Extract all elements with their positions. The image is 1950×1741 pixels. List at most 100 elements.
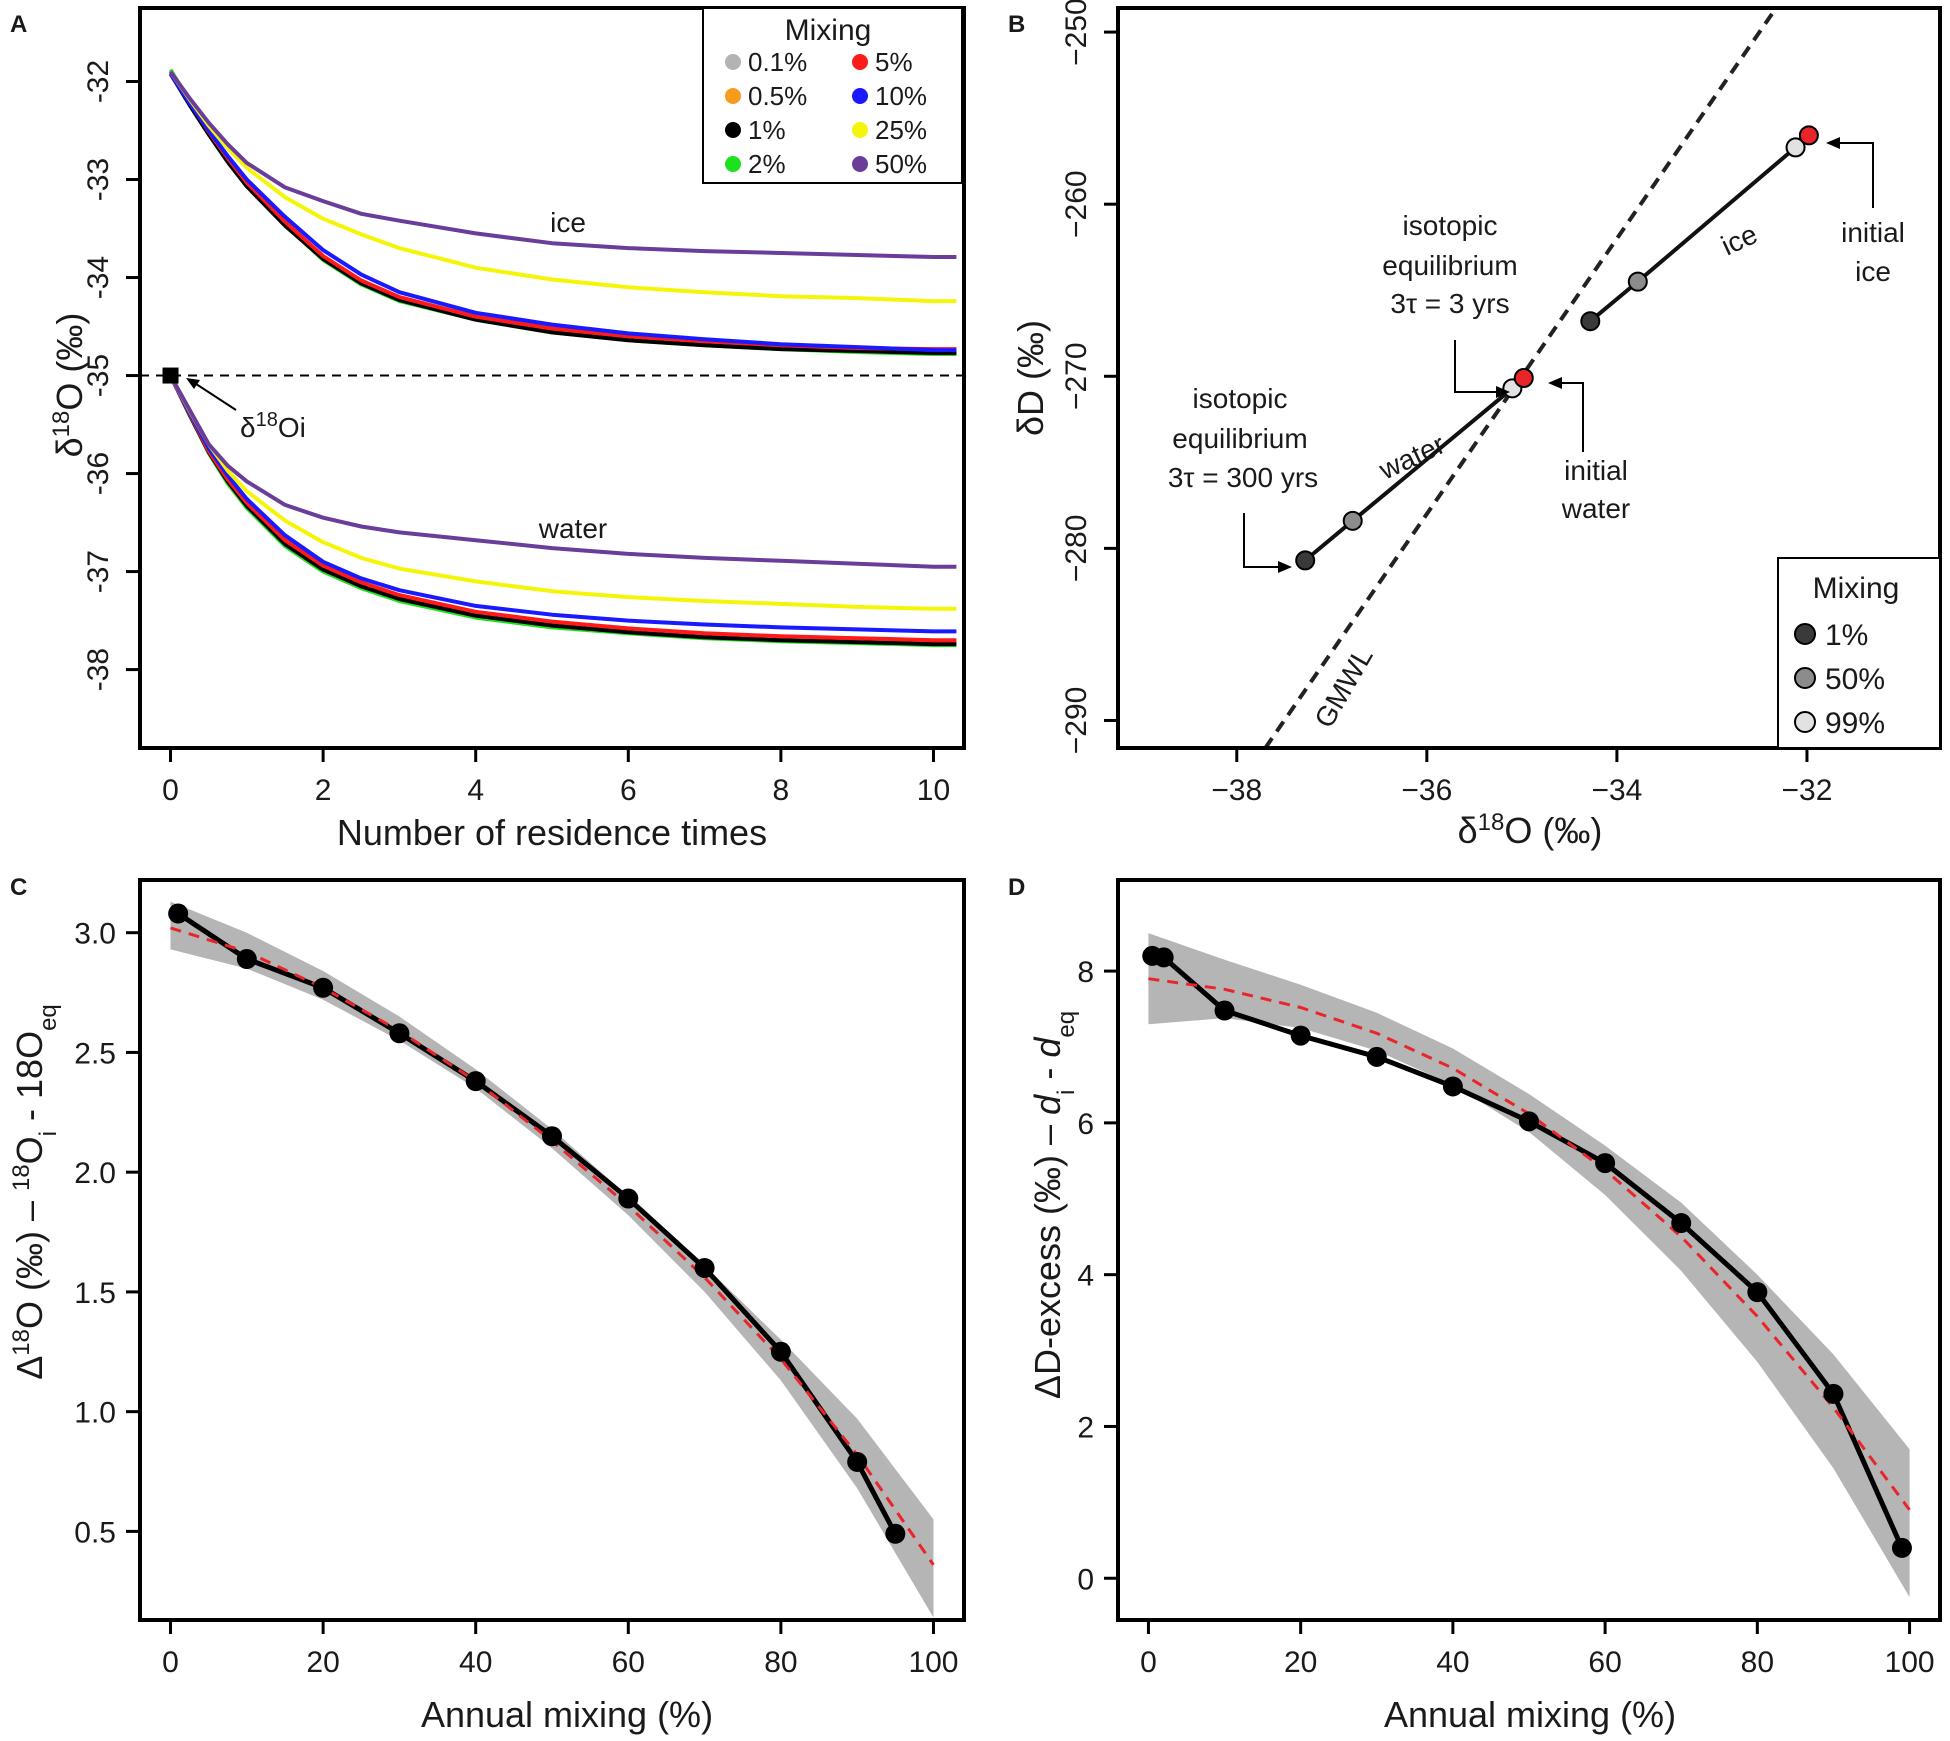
panel-a-plot-area	[140, 68, 964, 648]
data-point	[1671, 1213, 1692, 1234]
x-tick-label: 80	[1741, 1646, 1774, 1679]
panel-a-y-axis-label: δ18O (‰)	[48, 313, 91, 458]
panel-c: C 0 20 40 60 80 100 0.5 1.0 1.5 2.0 2.5 3.0 Annual …	[8, 874, 966, 1735]
eq3-line1: isotopic	[1403, 210, 1498, 241]
y-tick-label: −250	[1060, 0, 1093, 66]
panel-a-x-axis-label: Number of residence times	[337, 812, 767, 853]
eq3-arrowhead	[1496, 386, 1510, 398]
ice-label: ice	[550, 207, 586, 238]
legend-label-0.5%: 0.5%	[748, 81, 807, 111]
y-tick-label: 2.5	[74, 1037, 116, 1070]
y-tick-label: -36	[82, 452, 115, 495]
panel-c-frame	[138, 878, 966, 1622]
data-point	[1891, 1537, 1912, 1558]
panel-b-legend-title: Mixing	[1813, 572, 1900, 605]
eq300-arrow	[1243, 513, 1280, 568]
y-tick-label: −260	[1060, 170, 1093, 238]
panel-b: B −38 −36 −34 −32 −250 −260 −270 −280 −290 δ18O …	[1008, 0, 1942, 852]
initial-ice-arrow	[1838, 142, 1874, 208]
y-tick-label: 8	[1077, 956, 1094, 989]
gmwl-label: GMWL	[1308, 642, 1378, 733]
legend-label-1%: 1%	[748, 115, 786, 145]
x-tick-label: −38	[1211, 774, 1262, 807]
data-point	[694, 1257, 715, 1278]
panel-c-label: C	[10, 874, 27, 901]
fit-line	[1148, 977, 1911, 1511]
initial-water-annotation: initial water	[1548, 377, 1630, 524]
panel-a: A 0 2 4 6 8 10 -32 -33 -34 -35 -36 -37 -38 Number of…	[10, 6, 966, 853]
y-tick-label: -38	[82, 648, 115, 691]
initial-water-line1: initial	[1564, 455, 1628, 486]
x-tick-label: 2	[315, 774, 332, 807]
initial-water-line2: water	[1561, 493, 1630, 524]
legend-label-25%: 25%	[875, 115, 927, 145]
panel-b-y-axis-label: δD (‰)	[1010, 320, 1051, 436]
y-tick-label: -35	[82, 354, 115, 397]
initial-water-arrowhead	[1548, 377, 1562, 389]
initial-d18o-arrowhead	[186, 378, 200, 389]
data-point	[1823, 1383, 1844, 1404]
legend-marker-1%	[1794, 623, 1816, 645]
series-line-water-25%	[168, 374, 957, 611]
equilibrium-300yrs-annotation: isotopic equilibrium 3τ = 300 yrs	[1168, 383, 1318, 573]
legend-label-99%: 99%	[1825, 707, 1885, 740]
data-point	[847, 1451, 868, 1472]
water-line-label: water	[1374, 428, 1450, 485]
y-tick-label: −290	[1060, 687, 1093, 755]
panel-b-plot-area	[1263, 6, 1819, 750]
legend-label-50%: 50%	[1825, 663, 1885, 696]
panel-c-ticks: 0 20 40 60 80 100 0.5 1.0 1.5 2.0 2.5 3.0	[74, 918, 958, 1679]
water-label: water	[538, 513, 607, 544]
data-point	[236, 949, 257, 970]
x-tick-label: 6	[620, 774, 637, 807]
y-tick-label: 4	[1077, 1260, 1094, 1293]
y-tick-label: -37	[82, 550, 115, 593]
panel-d-frame	[1116, 878, 1942, 1622]
panel-b-x-axis-label: δ18O (‰)	[1458, 809, 1603, 852]
x-tick-label: 4	[467, 774, 484, 807]
x-tick-label: 60	[1588, 1646, 1621, 1679]
panel-a-ticks: 0 2 4 6 8 10 -32 -33 -34 -35 -36 -37 -38	[82, 60, 950, 807]
legend-marker-0.5%	[725, 88, 741, 104]
panel-d-ticks: 0 20 40 60 80 100 0 2 4 6 8	[1077, 956, 1934, 1679]
x-tick-label: 20	[306, 1646, 339, 1679]
initial-ice-line2: ice	[1855, 256, 1891, 287]
data-point	[542, 1126, 562, 1147]
legend-label-2%: 2%	[748, 149, 786, 179]
initial-water-arrow	[1560, 382, 1584, 452]
y-tick-label: 1.0	[74, 1397, 116, 1430]
confidence-band	[1148, 933, 1910, 1598]
eq300-line2: equilibrium	[1172, 423, 1307, 454]
x-tick-label: 0	[162, 1646, 179, 1679]
data-point	[1366, 1046, 1387, 1067]
panel-b-label: B	[1008, 11, 1025, 38]
initial-point-initial-ice	[1798, 125, 1819, 146]
data-point	[1214, 1000, 1235, 1021]
x-tick-label: 40	[459, 1646, 492, 1679]
eq300-line3: 3τ = 300 yrs	[1168, 462, 1318, 493]
initial-point-initial-water	[1513, 368, 1534, 388]
series-line-water-50%	[168, 374, 957, 569]
x-tick-label: 10	[917, 774, 950, 807]
x-tick-label: 80	[764, 1646, 797, 1679]
data-point	[168, 903, 189, 924]
x-tick-label: 0	[1140, 1646, 1157, 1679]
series-line-water-5%	[168, 374, 957, 643]
legend-marker-99%	[1794, 711, 1816, 733]
initial-ice-arrowhead	[1826, 137, 1840, 149]
y-tick-label: -34	[82, 256, 115, 299]
confidence-band	[170, 901, 934, 1618]
panel-b-legend-entries: 1% 50% 99%	[1794, 619, 1885, 740]
initial-ice-annotation: initial ice	[1826, 137, 1905, 287]
panel-d-x-axis-label: Annual mixing (%)	[1384, 1694, 1676, 1735]
legend-marker-0.1%	[725, 54, 741, 70]
water-point-50%	[1342, 510, 1363, 531]
y-tick-label: -33	[82, 158, 115, 201]
x-tick-label: 100	[908, 1646, 958, 1679]
panel-a-label: A	[10, 11, 27, 38]
equilibrium-3yrs-annotation: isotopic equilibrium 3τ = 3 yrs	[1382, 210, 1518, 398]
panel-c-x-axis-label: Annual mixing (%)	[421, 1694, 713, 1735]
initial-d18o-arrow	[189, 379, 237, 411]
x-tick-label: 0	[162, 774, 179, 807]
data-point	[1290, 1025, 1311, 1046]
